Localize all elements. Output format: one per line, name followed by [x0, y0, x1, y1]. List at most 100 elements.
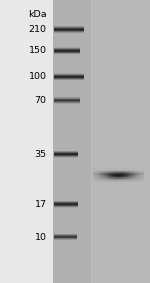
Bar: [54, 237, 76, 238]
Bar: [100, 172, 101, 173]
Bar: [54, 153, 78, 154]
Bar: [102, 168, 103, 169]
Bar: [106, 174, 107, 175]
Bar: [142, 180, 143, 181]
Bar: [104, 179, 105, 180]
Bar: [54, 239, 76, 240]
Bar: [114, 180, 115, 181]
Bar: [132, 181, 133, 182]
Bar: [98, 173, 99, 174]
Bar: [130, 176, 131, 177]
Bar: [54, 154, 78, 155]
Bar: [118, 176, 119, 177]
Bar: [110, 179, 111, 180]
Bar: [138, 177, 139, 178]
Bar: [120, 174, 121, 175]
Bar: [116, 179, 117, 180]
Bar: [138, 171, 139, 172]
Bar: [124, 171, 125, 172]
Bar: [114, 177, 115, 178]
Bar: [118, 170, 119, 171]
Bar: [100, 171, 101, 172]
Bar: [98, 170, 99, 171]
Bar: [98, 179, 99, 180]
Bar: [129, 170, 130, 171]
Bar: [115, 172, 116, 173]
Bar: [118, 181, 119, 182]
Bar: [116, 180, 117, 181]
Bar: [119, 182, 120, 183]
Bar: [138, 170, 139, 171]
Bar: [143, 175, 144, 176]
Bar: [103, 181, 104, 182]
Bar: [112, 168, 113, 169]
Bar: [110, 181, 111, 182]
Bar: [97, 174, 98, 175]
Bar: [121, 175, 122, 176]
Bar: [108, 173, 109, 174]
Bar: [102, 181, 103, 182]
Bar: [110, 179, 111, 180]
Bar: [129, 177, 130, 178]
Bar: [93, 174, 94, 175]
Bar: [138, 173, 139, 174]
Bar: [93, 168, 94, 169]
Bar: [105, 181, 106, 182]
Bar: [118, 171, 119, 172]
Bar: [126, 175, 127, 176]
Bar: [112, 175, 113, 176]
Bar: [54, 52, 80, 53]
Bar: [132, 174, 133, 175]
Bar: [109, 170, 110, 171]
Bar: [97, 180, 98, 181]
Bar: [123, 171, 124, 172]
Bar: [128, 171, 129, 172]
Bar: [125, 177, 126, 178]
Bar: [110, 173, 111, 174]
Bar: [118, 175, 119, 176]
Bar: [134, 172, 135, 173]
Bar: [142, 174, 143, 175]
Bar: [132, 173, 133, 174]
Bar: [99, 179, 100, 180]
Bar: [108, 171, 109, 172]
Bar: [54, 50, 80, 51]
Bar: [107, 170, 108, 171]
Bar: [122, 178, 123, 179]
Bar: [97, 169, 98, 170]
Bar: [141, 176, 142, 177]
Bar: [126, 177, 127, 178]
Bar: [123, 179, 124, 180]
Bar: [130, 180, 131, 181]
Bar: [138, 169, 139, 170]
Bar: [93, 169, 94, 170]
Bar: [97, 178, 98, 179]
Bar: [131, 169, 132, 170]
Bar: [131, 173, 132, 174]
Bar: [98, 182, 99, 183]
Bar: [123, 169, 124, 170]
Bar: [135, 176, 136, 177]
Bar: [127, 174, 128, 175]
Bar: [0, 0, 53, 283]
Bar: [119, 174, 120, 175]
Bar: [120, 172, 121, 173]
Bar: [103, 177, 104, 178]
Bar: [104, 171, 105, 172]
Bar: [110, 176, 111, 177]
Bar: [105, 182, 106, 183]
Bar: [130, 168, 131, 169]
Bar: [126, 169, 127, 170]
Bar: [125, 182, 126, 183]
Bar: [139, 172, 140, 173]
Bar: [102, 171, 103, 172]
Bar: [97, 171, 98, 172]
Bar: [111, 177, 112, 178]
Bar: [115, 180, 116, 181]
Bar: [113, 179, 114, 180]
Bar: [102, 175, 103, 176]
Bar: [140, 181, 141, 182]
Bar: [129, 172, 130, 173]
Bar: [128, 172, 129, 173]
Bar: [54, 100, 80, 101]
